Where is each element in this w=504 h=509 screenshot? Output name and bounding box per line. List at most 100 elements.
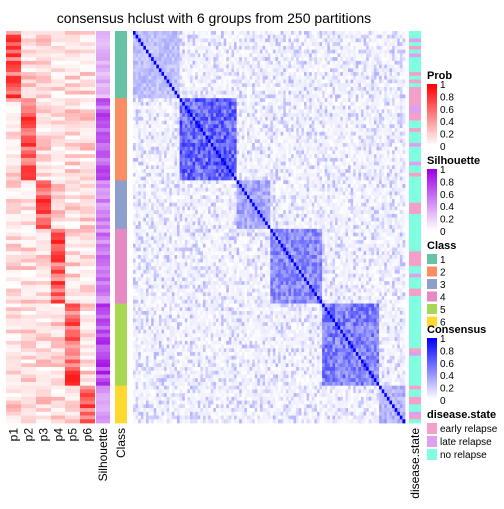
prob-cell-p4	[51, 213, 66, 219]
class-cell	[115, 38, 127, 43]
consensus-cell	[363, 87, 367, 92]
prob-cell-p1	[6, 184, 21, 189]
prob-cell-p3	[36, 408, 51, 413]
consensus-cell	[158, 277, 162, 282]
consensus-cell	[184, 202, 188, 207]
consensus-cell	[296, 45, 300, 51]
consensus-cell	[148, 273, 152, 278]
consensus-cell	[161, 124, 165, 129]
consensus-cell	[184, 57, 188, 62]
consensus-cell	[241, 101, 245, 107]
consensus-cell	[384, 34, 388, 39]
consensus-cell	[164, 337, 168, 342]
prob-cell-p2	[21, 90, 36, 95]
consensus-cell	[244, 68, 248, 73]
consensus-cell	[171, 191, 175, 196]
consensus-cell	[174, 393, 178, 398]
consensus-cell	[324, 53, 328, 58]
consensus-cell	[327, 64, 331, 69]
consensus-cell	[156, 284, 160, 289]
consensus-cell	[184, 161, 188, 166]
consensus-cell	[179, 150, 183, 155]
consensus-cell	[254, 79, 258, 84]
consensus-cell	[394, 72, 398, 77]
consensus-cell	[384, 31, 388, 36]
consensus-cell	[171, 83, 175, 88]
prob-cell-p4	[51, 165, 66, 170]
consensus-cell	[208, 57, 212, 62]
consensus-cell	[140, 131, 144, 136]
consensus-cell	[156, 296, 160, 301]
consensus-cell	[205, 34, 209, 39]
consensus-cell	[164, 199, 168, 204]
prob-cell-p2	[21, 87, 36, 92]
consensus-cell	[184, 105, 188, 110]
consensus-cell	[324, 34, 328, 39]
consensus-cell	[335, 79, 339, 84]
consensus-cell	[213, 90, 217, 95]
consensus-cell	[156, 333, 160, 338]
class-cell	[115, 228, 127, 233]
consensus-cell	[133, 273, 136, 278]
consensus-cell	[226, 90, 230, 95]
consensus-cell	[179, 45, 183, 51]
prob-cell-p2	[21, 374, 36, 379]
consensus-cell	[218, 45, 222, 51]
consensus-cell	[169, 325, 173, 331]
prob-cell-p5	[65, 98, 80, 103]
consensus-cell	[182, 385, 186, 390]
consensus-cell	[145, 258, 149, 263]
consensus-cell	[153, 363, 157, 368]
consensus-cell	[169, 38, 173, 43]
consensus-cell	[177, 411, 181, 416]
consensus-cell	[192, 94, 196, 99]
consensus-cell	[262, 38, 266, 43]
consensus-cell	[156, 258, 160, 263]
consensus-cell	[135, 195, 139, 200]
consensus-cell	[166, 60, 170, 65]
consensus-cell	[177, 38, 181, 43]
consensus-cell	[335, 45, 339, 51]
consensus-cell	[138, 299, 142, 304]
consensus-cell	[145, 31, 149, 36]
consensus-cell	[145, 337, 149, 342]
prob-cell-p6	[80, 240, 95, 245]
consensus-cell	[278, 83, 282, 88]
consensus-cell	[239, 105, 243, 110]
consensus-cell	[179, 232, 183, 237]
class-cell	[115, 60, 127, 65]
consensus-cell	[164, 128, 168, 133]
consensus-cell	[221, 60, 225, 65]
consensus-cell	[179, 90, 183, 95]
prob-cell-p3	[36, 176, 51, 181]
consensus-cell	[187, 322, 191, 327]
consensus-cell	[135, 206, 139, 211]
consensus-cell	[397, 38, 401, 43]
consensus-cell	[151, 355, 155, 360]
consensus-cell	[259, 49, 263, 54]
consensus-cell	[368, 87, 372, 92]
consensus-cell	[177, 266, 181, 271]
consensus-cell	[140, 292, 144, 297]
consensus-cell	[153, 143, 157, 148]
consensus-cell	[177, 236, 181, 241]
consensus-cell	[265, 83, 269, 88]
consensus-cell	[215, 53, 219, 58]
class-cell	[115, 389, 127, 394]
consensus-cell	[174, 116, 178, 121]
consensus-cell	[158, 53, 162, 58]
consensus-cell	[135, 45, 139, 51]
consensus-cell	[187, 195, 191, 200]
class-cell	[115, 318, 127, 323]
consensus-cell	[221, 72, 225, 77]
consensus-cell	[148, 344, 152, 349]
consensus-cell	[275, 53, 279, 58]
consensus-cell	[171, 408, 175, 413]
consensus-cell	[166, 258, 170, 263]
consensus-cell	[177, 150, 181, 155]
consensus-cell	[158, 135, 162, 140]
prob-cell-p4	[51, 221, 66, 226]
consensus-cell	[270, 94, 274, 99]
prob-cell-p3	[36, 154, 51, 159]
prob-cell-p4	[51, 340, 66, 345]
